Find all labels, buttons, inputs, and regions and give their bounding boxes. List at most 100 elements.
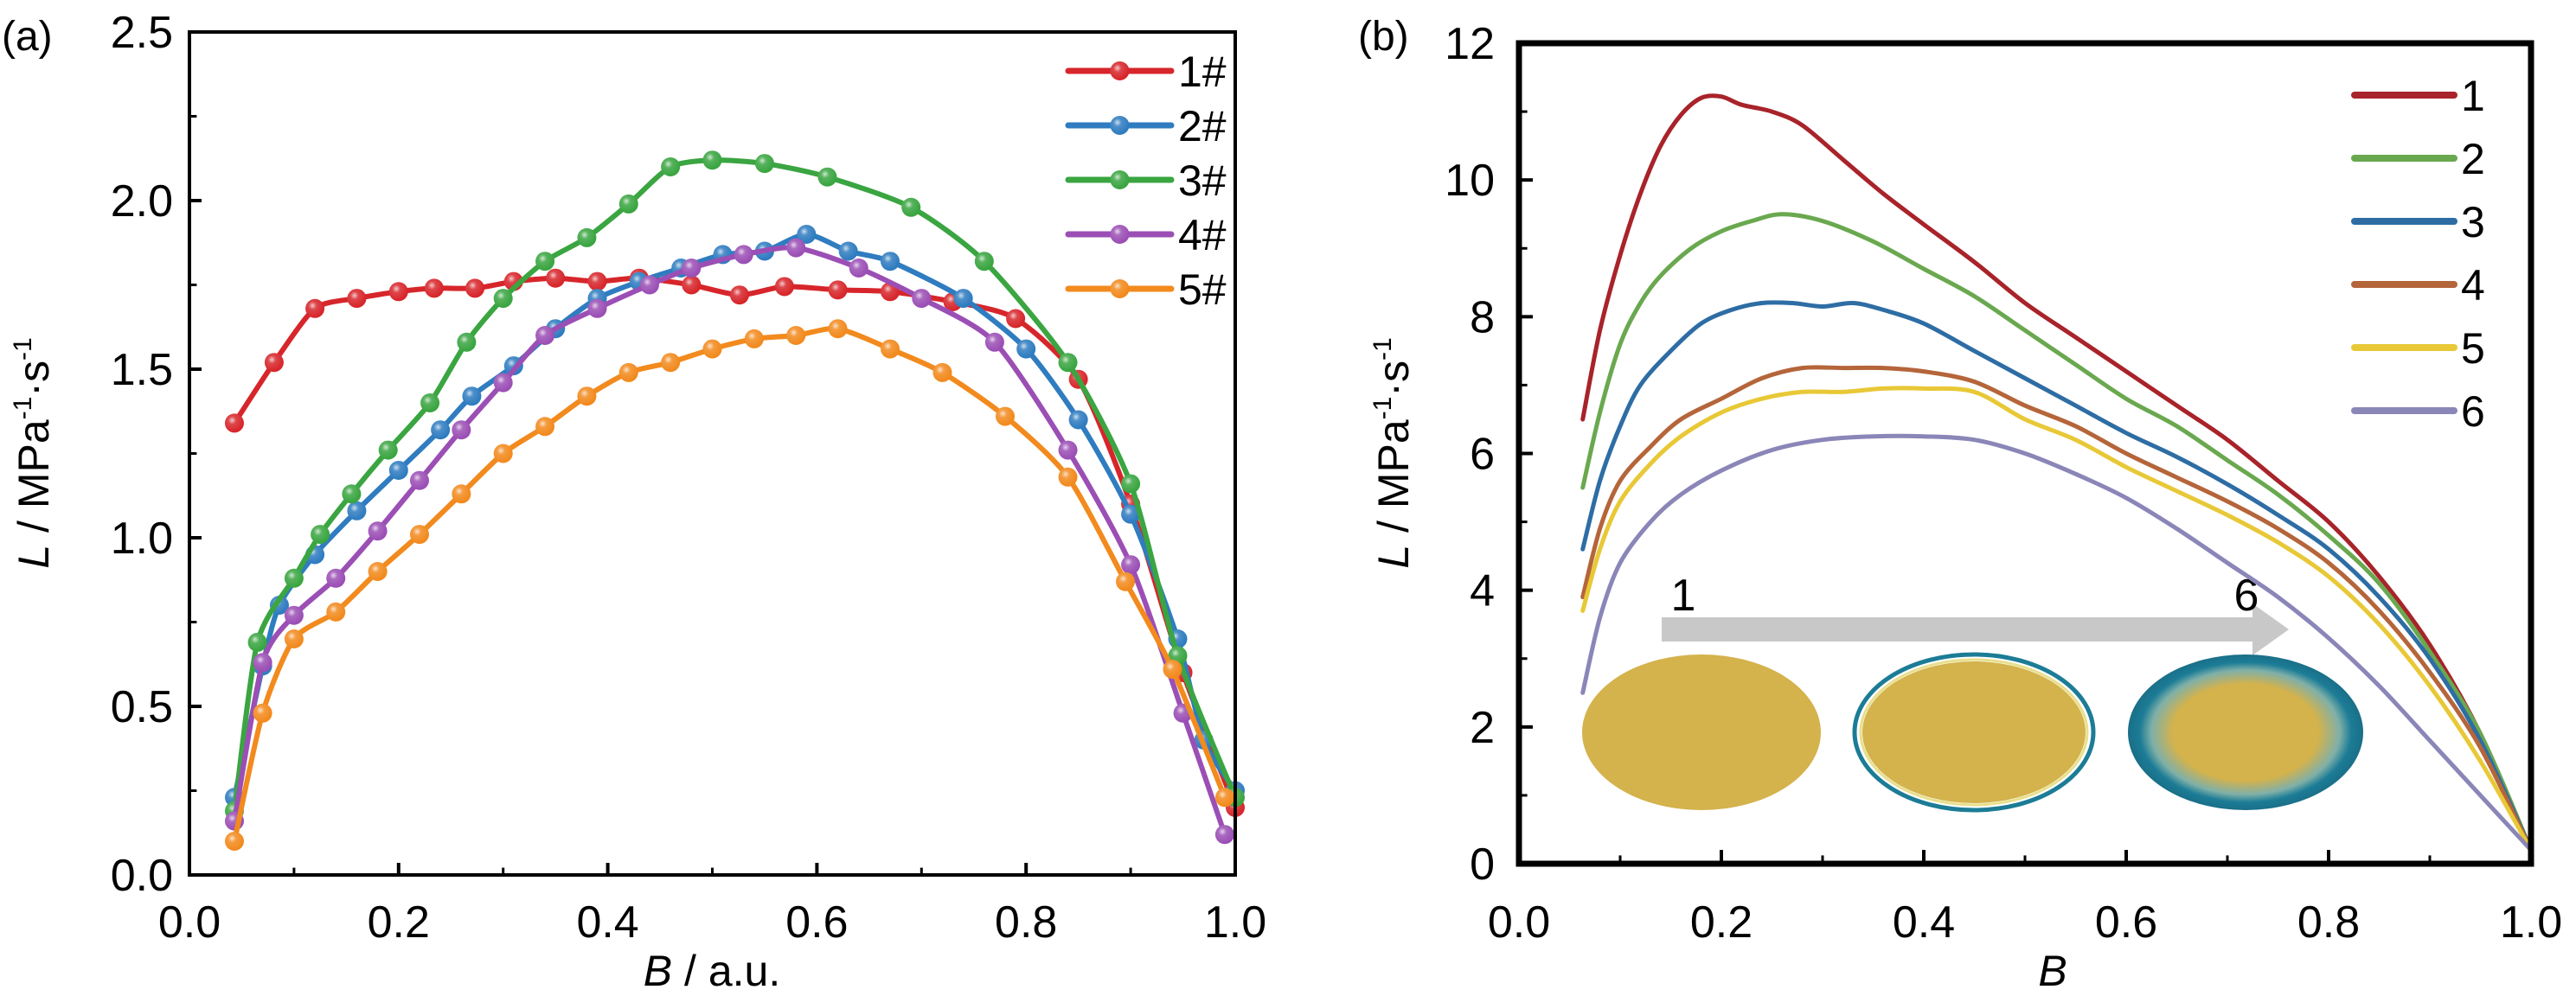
data-point — [996, 406, 1016, 426]
legend-label: 4# — [1178, 211, 1227, 259]
data-point — [388, 282, 408, 302]
data-point — [535, 252, 555, 271]
marker-highlight — [901, 197, 921, 217]
panel-a: (a) 0.0 0.2 0.4 0.6 0.8 1.0 0.0 0.5 1.0 1.5 2.0 2.5… — [2, 8, 1266, 995]
y-tick-label: 12 — [1445, 19, 1495, 69]
marker-highlight — [996, 406, 1016, 426]
inset-schematic: 1 6 — [1582, 571, 2363, 813]
x-tick-label: 0.0 — [1488, 897, 1550, 948]
marker-highlight — [881, 339, 900, 359]
data-point — [797, 225, 817, 244]
data-point — [493, 373, 513, 393]
series-group — [1580, 93, 2534, 852]
data-point — [744, 329, 764, 348]
marker-highlight — [326, 602, 346, 622]
marker-highlight — [1068, 410, 1088, 430]
y-axis-title-mid: ·s — [1369, 361, 1418, 397]
y-tick-label: 2.0 — [111, 176, 173, 227]
data-point — [849, 259, 868, 278]
data-point — [1058, 353, 1078, 373]
marker-highlight — [953, 289, 973, 309]
data-point — [1058, 440, 1078, 460]
data-point — [347, 501, 367, 520]
y-axis-title-exp2: -1 — [9, 337, 37, 361]
y-tick-label: 4 — [1470, 566, 1495, 616]
marker-highlight — [378, 440, 398, 460]
marker-highlight — [1121, 474, 1141, 494]
legend-marker-highlight — [1110, 170, 1130, 189]
legend-label: 5# — [1178, 265, 1227, 314]
legend-item: 6 — [2351, 387, 2485, 436]
marker-highlight — [247, 632, 267, 652]
marker-highlight — [1058, 440, 1078, 460]
data-point — [618, 194, 638, 214]
y-axis-title: L / MPa-1·s-1 — [1368, 337, 1418, 568]
data-point — [284, 568, 304, 588]
arrow-head-icon — [2252, 603, 2289, 655]
legend-item: 3 — [2351, 198, 2485, 246]
marker-highlight — [786, 238, 806, 258]
data-point — [224, 832, 244, 851]
marker-highlight — [1058, 353, 1078, 373]
data-point — [409, 470, 429, 490]
data-point — [639, 275, 659, 295]
legend-label: 1# — [1178, 48, 1227, 96]
marker-highlight — [311, 525, 330, 545]
marker-highlight — [535, 417, 555, 437]
marker-highlight — [881, 252, 900, 271]
x-axis-title-symbol: B — [644, 947, 672, 995]
data-point — [953, 289, 973, 309]
data-point — [587, 271, 607, 291]
marker-highlight — [420, 393, 440, 412]
data-point — [326, 602, 346, 622]
series-line — [1580, 300, 2534, 852]
marker-highlight — [932, 362, 952, 382]
series-1 — [1580, 93, 2534, 852]
data-point — [420, 393, 440, 412]
marker-highlight — [409, 525, 429, 545]
data-point — [284, 605, 304, 625]
data-point — [368, 562, 388, 581]
marker-highlight — [661, 353, 681, 373]
data-point — [577, 227, 597, 247]
marker-highlight — [253, 653, 272, 673]
data-point — [587, 298, 607, 318]
marker-highlight — [734, 245, 753, 265]
x-tick-label: 1.0 — [2500, 897, 2562, 948]
marker-highlight — [457, 332, 477, 352]
marker-highlight — [828, 280, 848, 300]
data-point — [1058, 467, 1078, 487]
legend-marker-highlight — [1110, 225, 1130, 244]
marker-highlight — [702, 150, 722, 170]
legend-label: 4 — [2461, 261, 2485, 310]
data-point — [881, 339, 900, 359]
x-tick-label: 0.4 — [1893, 897, 1955, 948]
series-6 — [1580, 433, 2534, 852]
data-point — [828, 280, 848, 300]
x-tick-label: 0.0 — [158, 897, 221, 948]
marker-highlight — [368, 562, 388, 581]
marker-highlight — [224, 832, 244, 851]
series-line — [1580, 93, 2534, 852]
data-point — [305, 298, 325, 318]
marker-highlight — [535, 326, 555, 345]
marker-highlight — [1121, 504, 1141, 524]
y-axis-title-symbol: L — [10, 545, 58, 569]
y-tick-label: 0.5 — [111, 682, 173, 732]
series-line — [232, 325, 1227, 844]
data-point — [729, 285, 749, 305]
marker-highlight — [535, 252, 555, 271]
x-tick-label: 0.6 — [2095, 897, 2157, 948]
legend-item: 4 — [2351, 261, 2485, 310]
data-point — [774, 277, 794, 297]
thin-shell-outline — [1852, 652, 2096, 813]
legend-item: 3# — [1065, 156, 1227, 205]
data-point — [817, 167, 837, 187]
arrow-shaft — [1662, 617, 2254, 642]
data-point — [1116, 571, 1136, 591]
x-tick-label: 0.2 — [1690, 897, 1753, 948]
marker-highlight — [754, 154, 774, 174]
legend-item: 5 — [2351, 324, 2485, 373]
